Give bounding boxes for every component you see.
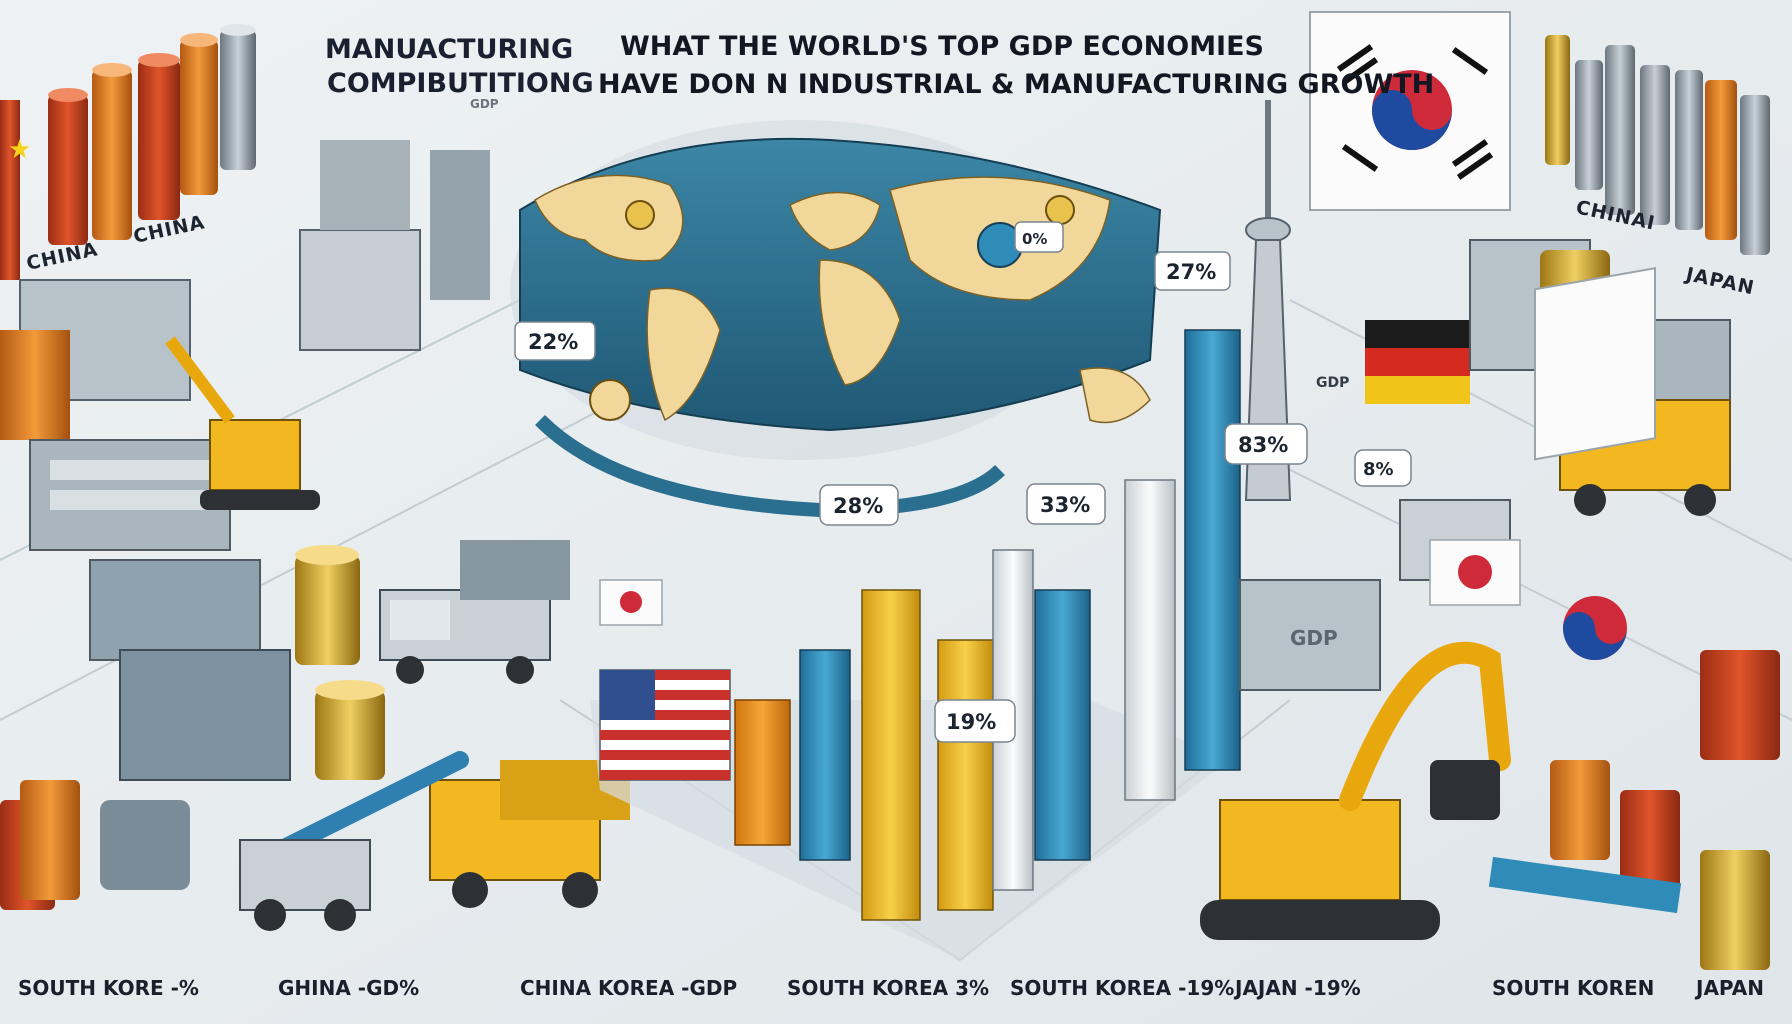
right-barrels-top [1545,35,1770,255]
yellow-crane-left [165,336,320,510]
japan-flag-right [1429,539,1521,606]
left-factory-machinery [0,140,490,781]
bar-callout-4: 8% [1354,449,1412,487]
map-callout-3: 22% [514,321,596,361]
bar-callout-text-2: 33% [1040,493,1090,517]
gdp-box-label: GDP [1316,375,1349,391]
left-title-line2: COMPIBUTITIONG [327,68,594,99]
bar-orange [734,699,791,846]
right-barrels-bottom [1488,650,1780,970]
bottom-label-2: GHINA -GD% [278,976,419,1000]
bar-callout-text-4: 8% [1363,459,1394,480]
left-title-line3: GDP [470,97,499,111]
barrels-bottom-left [0,780,190,910]
truck-left [379,540,570,684]
bar-callout-5: 19% [934,699,1016,743]
bar-callout-text-1: 28% [833,494,883,518]
china-flag-star-icon: ★ [8,135,31,165]
blue-crane-bottom-left [239,751,469,931]
bar-blue-2 [1034,589,1091,861]
korea-flag-top [1309,11,1511,211]
china-barrel-stack: ★ [0,24,256,280]
map-callout-text-2: 0% [1022,230,1047,248]
bar-callout-3: 83% [1224,423,1308,465]
world-map [510,120,1162,518]
main-title-line1: WHAT THE WORLD'S TOP GDP ECONOMIES [620,31,1264,62]
korea-flag-right [1534,267,1656,660]
gdp-crate-label: GDP [1290,626,1338,650]
bar-white-2 [1124,479,1176,801]
gold-barrels-left [295,545,385,780]
germany-flag [1365,320,1470,404]
bar-callout-text-3: 83% [1238,433,1288,457]
japan-flag-center [599,579,663,626]
bottom-label-3: CHINA KOREA -GDP [520,976,737,1000]
main-title-line2: HAVE DON N INDUSTRIAL & MANUFACTURING GR… [598,69,1434,100]
bottom-label-4: SOUTH KOREA 3% [787,976,989,1000]
excavator-right [1200,641,1511,940]
bottom-label-6: JAJAN -19% [1233,976,1361,1000]
map-callout-1: 27% [1154,251,1231,291]
bottom-label-5: SOUTH KOREA -19% [1010,976,1234,1000]
map-callout-2: 0% [1014,221,1064,253]
bar-callout-text-5: 19% [946,710,996,734]
bar-blue-3 [1184,329,1241,771]
gdp-crate [1239,579,1381,691]
map-callout-text-3: 22% [528,330,578,354]
bar-callout-1: 28% [819,484,899,526]
bottom-label-1: SOUTH KORE -% [18,976,199,1000]
map-callout-text-1: 27% [1166,260,1216,284]
bottom-label-7: SOUTH KOREN [1492,976,1654,1000]
bottom-label-8: JAPAN [1694,976,1764,1000]
bar-callout-2: 33% [1026,483,1106,525]
bar-blue-1 [799,649,851,861]
dump-truck-bottom [429,760,630,908]
us-flag [599,669,731,781]
bar-yellow-1 [861,589,921,921]
left-title-line1: MANUACTURING [325,34,573,65]
bar-yellow-2 [937,639,994,911]
